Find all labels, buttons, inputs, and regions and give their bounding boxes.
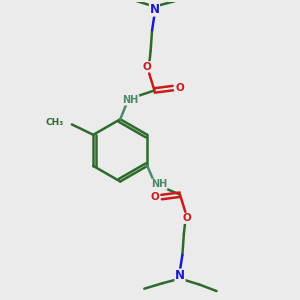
Text: N: N bbox=[175, 269, 185, 282]
Text: O: O bbox=[151, 192, 159, 202]
Text: NH: NH bbox=[151, 179, 167, 189]
Text: NH: NH bbox=[123, 95, 139, 105]
Text: CH₃: CH₃ bbox=[45, 118, 64, 127]
Text: O: O bbox=[183, 213, 191, 224]
Text: N: N bbox=[149, 3, 160, 16]
Text: O: O bbox=[143, 62, 152, 72]
Text: O: O bbox=[175, 83, 184, 93]
